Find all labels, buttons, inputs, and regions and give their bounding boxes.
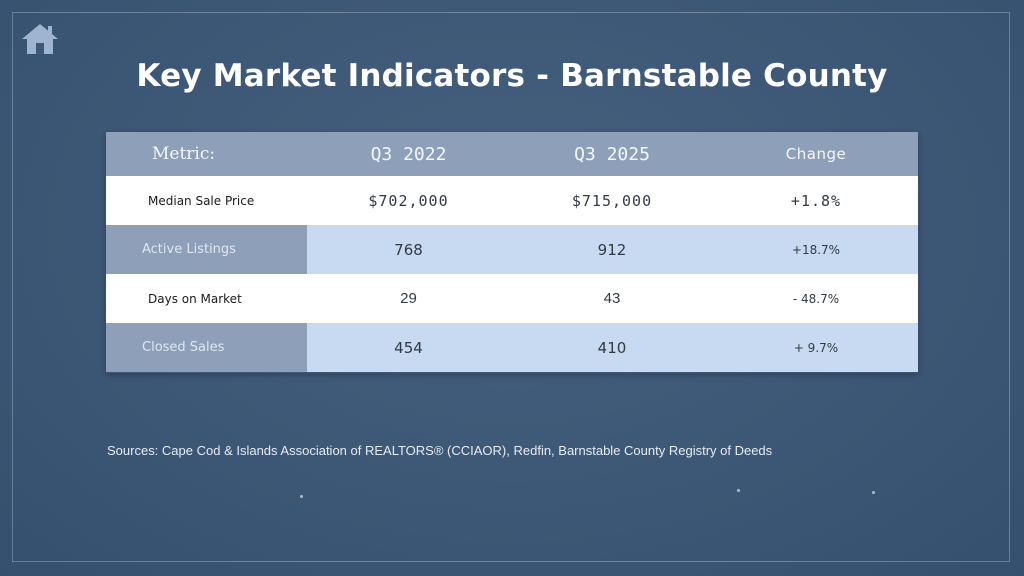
decorative-dot — [872, 491, 875, 494]
value-q3-2025: 410 — [597, 338, 627, 357]
page-title: Key Market Indicators - Barnstable Count… — [136, 58, 888, 94]
decorative-dot — [300, 495, 303, 498]
header-q3-2022: Q3 2022 — [370, 143, 447, 165]
table-row: Active Listings 768 912 +18.7% — [106, 225, 918, 274]
value-q3-2022: 768 — [394, 240, 423, 259]
value-q3-2022: 454 — [394, 338, 423, 357]
value-change: + 9.7% — [793, 340, 839, 355]
header-metric: Metric: — [152, 144, 216, 164]
metric-label: Closed Sales — [106, 323, 307, 372]
header-change: Change — [785, 145, 847, 163]
header-q3-2025: Q3 2025 — [574, 143, 650, 165]
metric-label: Days on Market — [148, 291, 242, 306]
value-q3-2025: $715,000 — [571, 191, 653, 210]
table-row: Closed Sales 454 410 + 9.7% — [106, 323, 918, 372]
value-change: +18.7% — [791, 242, 841, 257]
value-change: - 48.7% — [792, 291, 840, 306]
value-q3-2025: 43 — [603, 290, 621, 307]
value-q3-2025: 912 — [597, 240, 627, 259]
home-button[interactable] — [20, 22, 60, 56]
decorative-dot — [737, 489, 740, 492]
table-row: Median Sale Price $702,000 $715,000 +1.8… — [106, 176, 918, 225]
table-row: Days on Market 29 43 - 48.7% — [106, 274, 918, 323]
market-indicators-table: Metric: Q3 2022 Q3 2025 Change Median Sa… — [106, 132, 918, 373]
value-q3-2022: $702,000 — [368, 191, 449, 210]
home-icon — [22, 24, 58, 54]
value-change: +1.8% — [790, 191, 842, 210]
sources-note: Sources: Cape Cod & Islands Association … — [107, 443, 773, 458]
value-q3-2022: 29 — [400, 290, 417, 307]
metric-label: Active Listings — [106, 225, 307, 274]
table-header: Metric: Q3 2022 Q3 2025 Change — [106, 132, 918, 176]
metric-label: Median Sale Price — [148, 193, 255, 208]
